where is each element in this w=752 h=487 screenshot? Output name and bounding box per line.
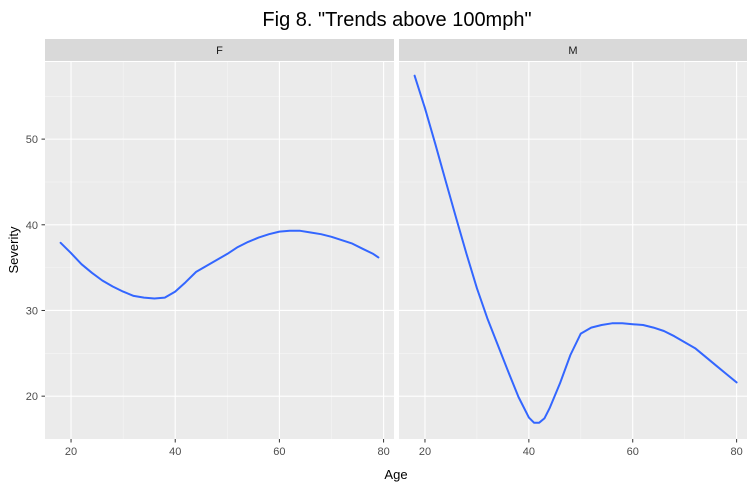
x-tick-label-m-60: 60 <box>627 446 639 458</box>
panel-f: F <box>45 39 394 439</box>
x-tick-label-f-20: 20 <box>65 446 77 458</box>
series-line-m-0 <box>413 74 738 424</box>
chart-title: Fig 8. "Trends above 100mph" <box>262 9 531 31</box>
panel-f-grid <box>45 62 394 439</box>
y-tick-label-40: 40 <box>26 220 38 232</box>
x-tick-label-m-80: 80 <box>730 446 742 458</box>
y-tick-label-50: 50 <box>26 134 38 146</box>
panel-m-grid <box>399 62 747 439</box>
panel-m-lines <box>413 74 738 424</box>
panel-m: M <box>399 39 747 439</box>
panel-f-lines <box>59 229 380 300</box>
strip-f-label: F <box>216 45 223 57</box>
series-line-f-0 <box>59 229 380 300</box>
x-axis-m: 20 40 60 80 <box>419 439 743 458</box>
x-tick-label-m-40: 40 <box>523 446 535 458</box>
x-tick-label-f-40: 40 <box>169 446 181 458</box>
y-tick-label-30: 30 <box>26 305 38 317</box>
y-axis-title: Severity <box>6 226 21 273</box>
strip-m-label: M <box>568 45 577 57</box>
x-tick-label-m-20: 20 <box>419 446 431 458</box>
x-axis-title: Age <box>384 467 407 482</box>
strip-f <box>45 39 394 61</box>
x-axis-f: 20 40 60 80 <box>65 439 390 458</box>
panel-m-background <box>399 62 747 439</box>
panel-f-background <box>45 62 394 439</box>
y-tick-label-20: 20 <box>26 391 38 403</box>
strip-m <box>399 39 747 61</box>
x-tick-label-f-60: 60 <box>273 446 285 458</box>
y-axis: 20 30 40 50 <box>26 134 45 403</box>
x-tick-label-f-80: 80 <box>377 446 389 458</box>
